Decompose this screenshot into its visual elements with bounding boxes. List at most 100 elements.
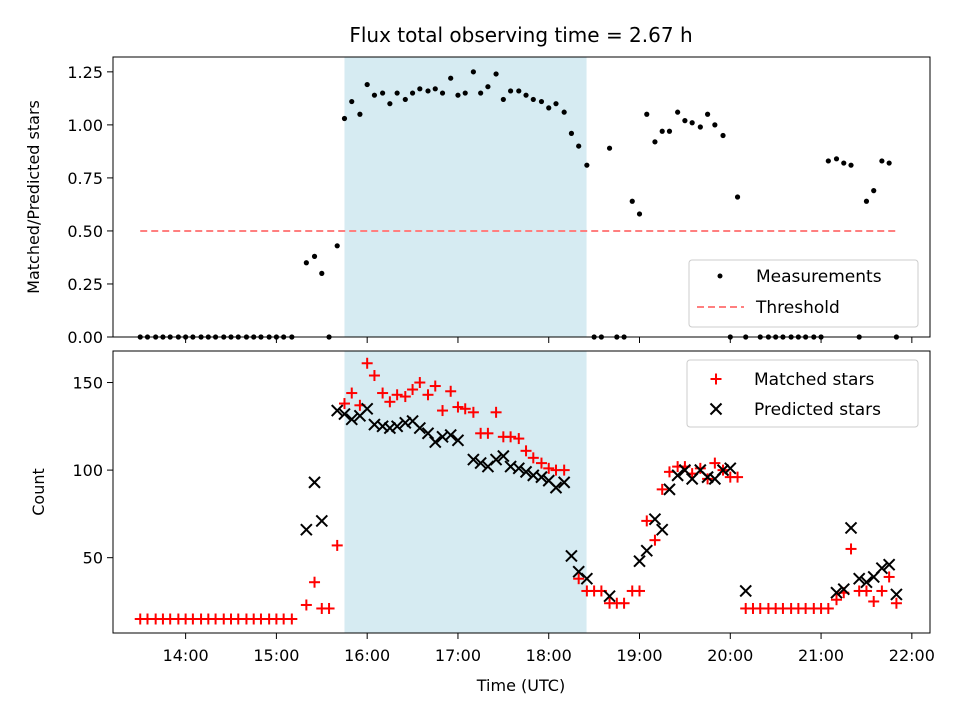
predicted-star-point [633,554,646,568]
bottom-legend-box [686,359,919,428]
predicted-star-point [535,470,548,484]
y-tick-label: 150 [72,374,103,393]
predicted-star-point [451,434,465,447]
y-tick-label: 0.50 [67,222,103,241]
measurement-point [879,158,885,164]
matched-star-point [452,401,464,413]
measurement-point [659,128,665,134]
predicted-star-point [557,476,571,489]
legend-matched-label: Matched stars [754,370,874,390]
legend-measurements-label: Measurements [756,267,882,287]
measurement-point [439,90,446,96]
predicted-star-point [875,561,889,575]
matched-star-point [377,387,389,399]
matched-star-point [482,427,494,439]
measurement-point [341,115,348,122]
matched-star-point [505,431,517,443]
bottom-axes-frame [112,350,931,634]
measurement-point [553,101,559,107]
matched-star-point [286,613,298,625]
matched-star-point [860,585,872,597]
top-axes-frame [112,56,931,338]
legend-threshold-label: Threshold [755,298,840,318]
measurement-point [841,160,847,166]
x-tick-label: 20:00 [707,646,753,665]
matched-star-point [361,357,373,369]
measurement-point [825,158,831,164]
measurement-point [334,243,340,249]
matched-star-point [422,389,434,401]
predicted-star-point [331,404,344,417]
count-panel: 50 100 150 14:00 15:00 16:00 17:00 18:00 19:00 2… [29,350,935,695]
predicted-star-point [519,465,533,479]
matched-star-point [520,445,532,457]
measurement-point [561,109,567,115]
matched-star-point [876,585,888,597]
measurement-point [863,198,870,204]
predicted-star-point [474,456,487,470]
predicted-star-point [512,462,525,475]
measurement-point [530,96,536,103]
matched-star-point [331,539,343,551]
x-tick-label: 22:00 [889,646,935,665]
y-tick-label: 0.00 [67,328,103,347]
measurement-point [349,98,355,105]
predicted-star-point [837,583,850,596]
predicted-star-point [338,407,351,421]
matched-star-point [656,483,668,495]
matched-star-point [641,515,653,527]
matched-star-point [414,377,426,389]
measurement-point [357,111,363,117]
predicted-star-point [678,463,692,477]
predicted-star-point [308,476,321,489]
predicted-star-point [345,413,358,426]
predicted-star-point [421,427,435,440]
legend-plus [710,373,722,385]
predicted-star-point [844,521,858,535]
measurement-point [523,92,529,98]
matched-star-point [338,398,350,410]
legend-predicted-marker [709,402,723,416]
measurement-point [629,198,635,204]
matched-star-point [467,406,479,418]
predicted-star-point [830,586,843,599]
matched-star-point [702,473,714,485]
matched-star-point [868,595,880,607]
measurement-point [303,260,309,266]
matched-star-point [407,384,419,396]
matched-star-point [445,385,457,397]
predicted-star-point [376,420,389,433]
measurement-point [371,92,378,98]
top-y-ticks: 0.00 0.25 0.50 0.75 1.00 1.25 [67,63,113,347]
measurement-point [425,88,431,94]
measurement-point [689,120,695,126]
matched-star-point [573,573,585,585]
matched-star-point [543,462,555,474]
measurement-point [697,124,703,130]
measurement-point [584,162,590,168]
matched-star-point [399,391,411,403]
measurement-point [734,194,741,200]
matched-star-point [437,405,449,417]
ratio-panel: 0.00 0.25 0.50 0.75 1.00 1.25 Matched/Predict… [24,56,931,347]
y-tick-label: 100 [72,461,103,480]
observing-window-shade [344,57,587,337]
measurement-point [394,90,400,96]
predicted-star-point [429,435,442,449]
measurement-point [568,130,575,136]
predicted-star-point [716,463,730,477]
matched-star-point [883,571,895,583]
predicted-star-point [890,588,903,601]
measurement-point [546,105,552,111]
measurement-point [538,98,545,105]
measurement-point [387,101,393,107]
figure-title: Flux total observing time = 2.67 h [349,23,692,47]
matched-star-point [384,396,396,408]
predicted-star-point [315,514,328,528]
predicted-star-point [444,428,457,442]
predicted-star-point [300,523,313,536]
matched-star-point [527,452,539,464]
predicted-star-point [882,558,896,571]
matched-star-point [845,543,857,555]
